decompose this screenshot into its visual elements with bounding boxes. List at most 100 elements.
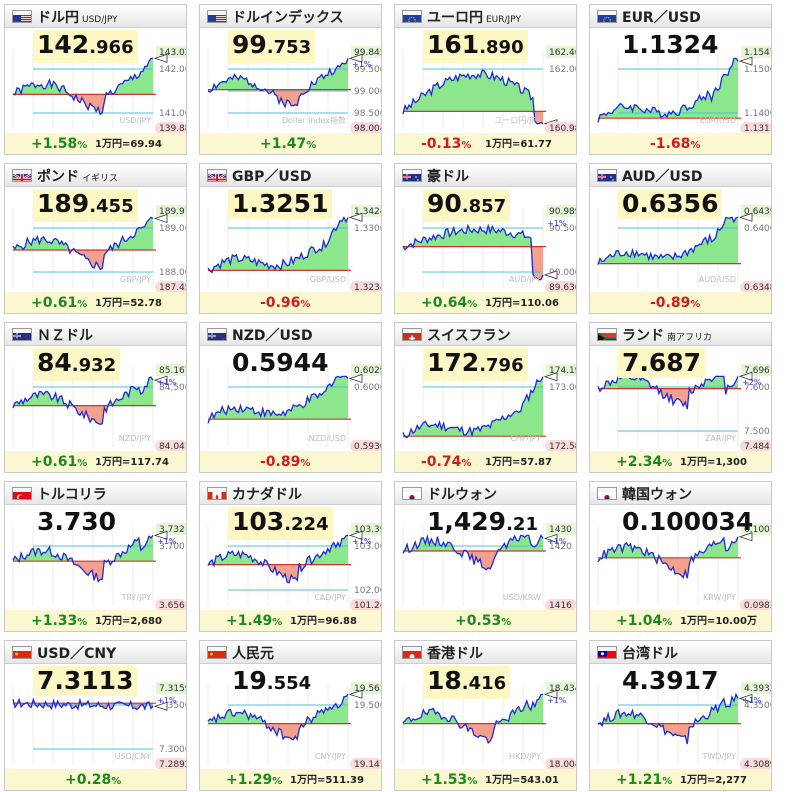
price-integer: 1.3251 [232,189,329,218]
high-badge [546,523,576,535]
price-integer: 3.730 [37,507,117,536]
high-badge [546,364,576,376]
price-chart: 99.500 99.000 98.500 Dollar index指数 99.845 +1… [207,46,382,133]
y-tick-label: 188.00 [159,268,187,278]
currency-tile[interactable]: 人民元 19.500 CNY/JPY 19.561 19.147 19.554 +1.29%… [199,640,382,791]
price-chart: 0.6400 AUD/USD 0.6439 0.6348 [597,205,771,292]
y-tick-label: 98.500 [354,109,382,119]
area-below-open [13,405,153,425]
low-label: 7.2892 [159,760,187,769]
plus-percent-mark: +1% [742,696,762,705]
low-label: 139.88 [159,124,187,133]
price-decimal: .890 [479,37,524,58]
currency-subtitle: イギリス [82,174,119,184]
currency-tile[interactable]: スイスフラン173.00CHF/JPY174.19-1%172.58172.79… [394,322,577,473]
tile-header: 台湾ドル [590,641,771,664]
price-line [597,692,739,745]
low-label: 7.484 [744,442,770,451]
price-decimal: .416 [461,673,507,694]
plus-percent-mark: +1% [352,537,372,546]
area-above-open [13,535,153,562]
area-below-open [13,250,153,270]
currency-tile[interactable]: NZD／USD 0.6000 NZD/USD 0.6029 0.5936 0.5944 -0… [199,322,382,473]
change-unit: % [77,617,88,628]
currency-name: ＮＺドル [37,325,93,345]
currency-title: 韓国ウォン [622,487,692,503]
currency-tile[interactable]: USD／CNY 7.3500 7.3000 USD/CNY 7.3159 +1% 7.289… [4,640,187,791]
current-price-marker [738,693,753,703]
y-tick-label: 1.1400 [744,109,772,119]
low-label: 19.147 [354,760,382,769]
price-line [12,57,153,116]
change-percent: -1.68% [650,136,700,152]
currency-title: NZD／USD [232,328,313,344]
low-badge [350,440,381,451]
currency-tile[interactable]: 台湾ドル 4.3500 TWD/JPY 4.3932 +1% 4.3089 4.3917 +1… [589,640,772,791]
currency-name: ポンド イギリス [37,166,118,186]
currency-tile[interactable]: ユーロ円EUR/JPY162.00ユーロ円/JPY162.46-1%160.98… [394,4,577,155]
current-price: 0.100034 [618,507,757,537]
currency-tile[interactable]: GBP／USD 1.3300 GBP/USD 1.3424 1.3234 1.3251 -0… [199,163,382,314]
currency-tile[interactable]: AUD／USD 0.6400 AUD/USD 0.6439 0.6348 0.6356 -0… [589,163,772,314]
high-badge [156,523,186,535]
tile-footer: +1.29% 1万円=511.39 [200,769,381,790]
tile-header: AUD／USD [590,164,771,187]
change-unit: % [306,140,317,151]
currency-tile[interactable]: 香港ドル HKD/JPY 18.434 +1% 18.004 18.416 +1.53% 1万… [394,640,577,791]
change-value: -1.68 [650,136,691,152]
pair-watermark: USD/CNY [115,752,151,761]
tile-header: ドルインデックス [200,5,381,28]
change-unit: % [501,617,512,628]
high-label: 0.6029 [354,366,382,376]
y-tick-label: 84.500 [159,383,187,393]
area-above-open [598,536,738,558]
currency-title: トルコリラ [37,487,107,503]
change-percent: +1.21% [616,772,672,788]
area-above-open [598,694,738,724]
y-tick-label: 7.500 [744,427,770,437]
high-badge [156,205,186,217]
change-percent: +1.47% [260,136,316,152]
change-percent: +0.53% [455,613,511,629]
currency-tile[interactable]: カナダドル 103.00 102.00 CAD/JPY 103.39 +1% 101.24 1… [199,481,382,632]
flag-icon [597,10,617,23]
currency-tile[interactable]: ＮＺドル 84.500 NZD/JPY 85.167 +1% 84.041 84.932 +0… [4,322,187,473]
currency-tile[interactable]: EUR／USD 1.1500 1.1400 EUR/USD 1.1547 1.1311 1.… [589,4,772,155]
high-badge [351,682,381,694]
currency-tile[interactable]: ドルインデックス 99.500 99.000 98.500 Dollar index指数… [199,4,382,155]
currency-tile[interactable]: ランド 南アフリカ 7.600 7.500 ZAR/JPY 7.696 +2% 7.484 7.… [589,322,772,473]
current-price: 161.890 [423,30,528,63]
low-label: 0.5936 [354,442,382,451]
currency-tile[interactable]: トルコリラ 3.700 TRY/JPY 3.732 +1% 3.656 3.730 +1.33… [4,481,187,632]
change-unit: % [662,458,673,469]
yen-conversion: 1万円=52.78 [95,298,162,309]
current-price-marker [348,530,363,540]
area-above-open [403,376,543,437]
change-value: +0.64 [421,295,468,311]
low-label: 172.58 [549,442,577,451]
currency-title: ＮＺドル [37,328,93,344]
change-unit: % [461,458,472,469]
change-value: +1.33 [31,613,78,629]
currency-title: ポンド [37,169,79,185]
tile-footer: +1.58% 1万円=69.94 [5,133,186,154]
current-price-marker [153,375,168,385]
y-tick-label: 173.00 [549,383,577,393]
currency-tile[interactable]: 韓国ウォン KRW/JPY 0.1001 0.0983 0.100034 +1.04% 1万… [589,481,772,632]
pair-watermark: EUR/USD [700,116,736,125]
price-chart: 0.6000 NZD/USD 0.6029 0.5936 [207,364,382,451]
flag-icon [12,328,32,341]
pair-watermark: AUD/JPY [509,275,541,284]
area-below-open [598,557,738,579]
currency-tile[interactable]: ドル円 USD/JPY 142.00 141.00 USD/JPY 143.02 139.8… [4,4,187,155]
area-below-open [403,551,543,570]
plus-percent-mark: +1% [157,378,177,387]
currency-tile[interactable]: ドルウォン 1420 USD/KRW 1430 +1% 1416 1,429.21 +0.53… [394,481,577,632]
high-badge [156,46,186,58]
yen-conversion: 1万円=2,277 [680,775,747,786]
price-integer: 7.687 [622,348,702,377]
yen-conversion: 1万円=10.00万 [680,616,757,627]
price-decimal: .857 [461,196,507,217]
currency-tile[interactable]: 豪ドル 90.500 90.000 AUD/JPY 90.989 +1% 89.636 90.… [394,163,577,314]
currency-tile[interactable]: ポンド イギリス 189.00 188.00 GBP/JPY 189.97 187.45 18… [4,163,187,314]
